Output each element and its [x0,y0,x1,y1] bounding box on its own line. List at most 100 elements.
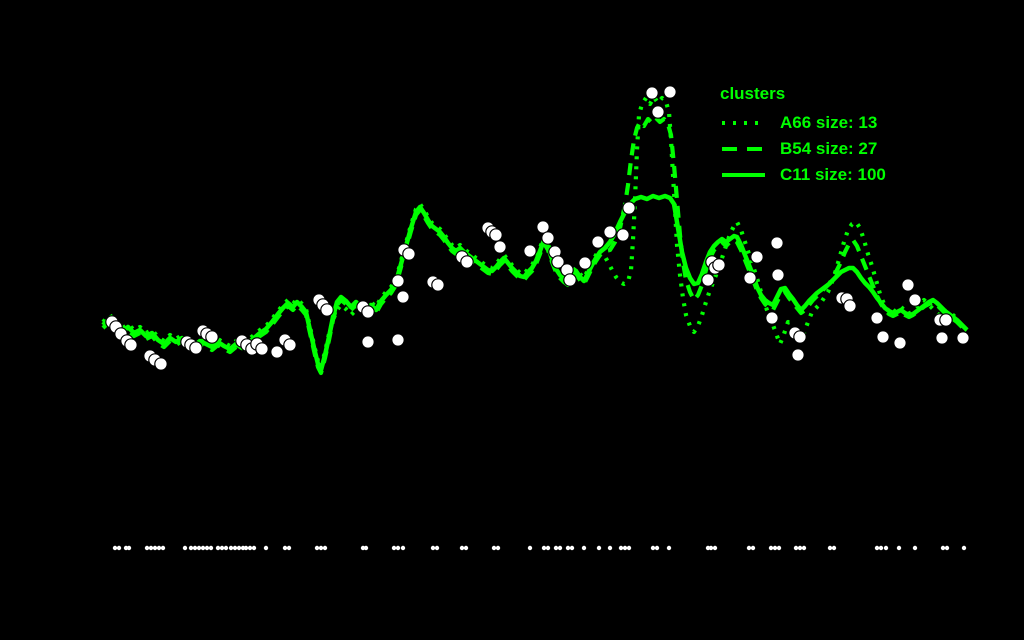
rug-point [622,545,628,551]
data-point [270,345,284,359]
data-point [876,330,890,344]
data-point [391,274,405,288]
data-point [563,273,577,287]
rug-point [430,545,436,551]
rug-point [322,545,328,551]
data-point [843,299,857,313]
rug-point [708,545,714,551]
data-point [523,244,537,258]
data-point [320,303,334,317]
data-point [893,336,907,350]
rug-point [878,545,884,551]
rug-point [746,545,752,551]
rug-point [232,545,238,551]
rug-point [874,545,880,551]
legend-item-a66: A66 size: 13 [720,110,886,136]
rug-point [944,545,950,551]
rug-point [772,545,778,551]
rug-point [192,545,198,551]
rug-point [148,545,154,551]
rug-point [160,545,166,551]
rug-point [607,545,613,551]
rug-point [459,545,465,551]
rug-point [200,545,206,551]
rug-point [243,545,249,551]
rug-point [228,545,234,551]
rug-point [827,545,833,551]
data-point [493,240,507,254]
rug-point [463,545,469,551]
data-point [791,348,805,362]
rug-point [219,545,225,551]
chart-legend: clusters A66 size: 13 B54 size: 27 C11 s… [720,84,886,188]
rug-point [545,545,551,551]
scatter-points [105,85,970,371]
data-point [743,271,757,285]
data-point [901,278,915,292]
rug-point [797,545,803,551]
data-point [765,311,779,325]
rug-point [156,545,162,551]
rug-point [896,545,902,551]
rug-point [626,545,632,551]
data-point [431,278,445,292]
series-line-c11 [101,193,969,373]
rug-point [565,545,571,551]
legend-item-b54: B54 size: 27 [720,136,886,162]
rug-point [618,545,624,551]
rug-point [650,545,656,551]
rug-point [712,545,718,551]
rug-point [801,545,807,551]
rug-point [569,545,575,551]
rug-point [912,545,918,551]
rug-point [400,545,406,551]
rug-point [116,545,122,551]
data-point [651,105,665,119]
rug-point [391,545,397,551]
rug-point [581,545,587,551]
rug-point [208,545,214,551]
rug-point [434,545,440,551]
rug-point [883,545,889,551]
legend-item-c11: C11 size: 100 [720,162,886,188]
rug-point [286,545,292,551]
data-point [956,331,970,345]
data-point [154,357,168,371]
data-point [603,225,617,239]
data-point [663,85,677,99]
data-point [283,338,297,352]
rug-point [541,545,547,551]
data-point [591,235,605,249]
data-point [189,341,203,355]
data-point [402,247,416,261]
rug-point [491,545,497,551]
rug-point [223,545,229,551]
rug-point [495,545,501,551]
data-point [771,268,785,282]
rug-point [768,545,774,551]
rug-point [188,545,194,551]
data-point [460,255,474,269]
data-point [391,333,405,347]
data-point [396,290,410,304]
rug-point [557,545,563,551]
rug-point [363,545,369,551]
data-point [578,256,592,270]
data-point [551,255,565,269]
rug-point [314,545,320,551]
rug-point [263,545,269,551]
data-point [622,201,636,215]
data-point [645,86,659,100]
data-point [616,228,630,242]
data-point [361,305,375,319]
rug-point [553,545,559,551]
rug-point [251,545,257,551]
data-point [536,220,550,234]
data-point [908,293,922,307]
data-point [712,258,726,272]
rug-point [196,545,202,551]
data-point [489,228,503,242]
data-point [793,330,807,344]
rug-point [215,545,221,551]
